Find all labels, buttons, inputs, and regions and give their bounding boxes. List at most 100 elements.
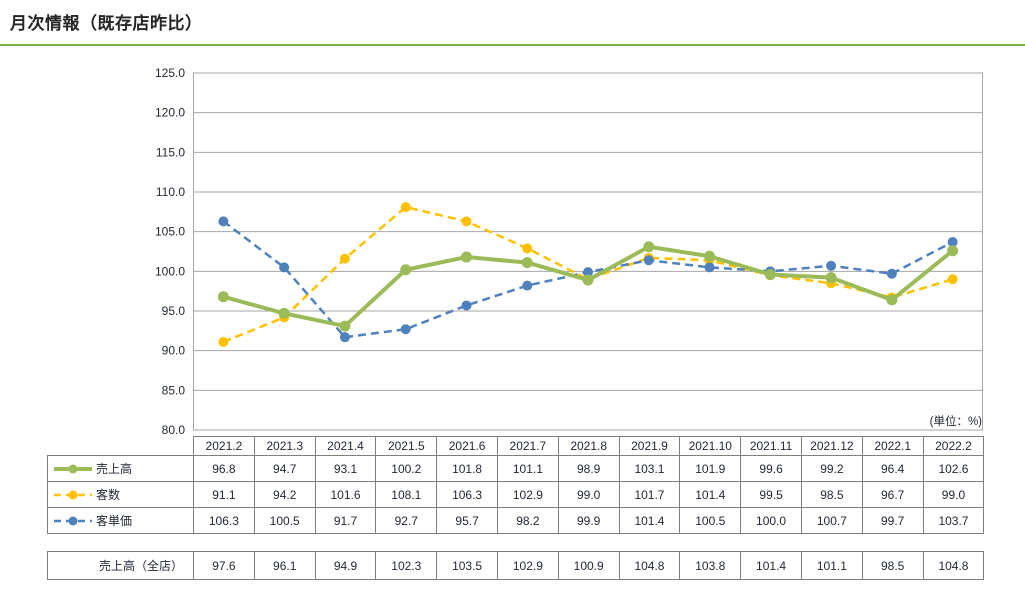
data-point-marker [704, 250, 716, 262]
legend-swatch-icon [54, 516, 92, 525]
y-axis-tick-label: 120.0 [155, 106, 185, 120]
value-cell: 98.5 [800, 481, 863, 508]
data-point-marker [217, 291, 229, 303]
value-cell: 100.0 [740, 507, 802, 534]
value-cell: 98.9 [557, 455, 620, 482]
value-cell: 99.9 [557, 507, 620, 534]
data-point-marker [400, 264, 412, 276]
value-cell: 94.2 [253, 481, 316, 508]
series-name: 客単価 [96, 514, 133, 528]
value-cell: 96.1 [253, 551, 316, 580]
table-corner-blank [48, 437, 194, 456]
allstore-row: 売上高（全店） 97.6 96.1 94.9 102.3 103.5 102.9 100.9 1… [47, 551, 985, 580]
value-cell: 103.7 [922, 507, 985, 534]
title-underline [0, 44, 1025, 46]
value-cell: 94.9 [314, 551, 377, 580]
value-cell: 101.4 [740, 551, 802, 580]
value-cell: 101.9 [679, 455, 742, 482]
month-header-cell: 2021.11 [740, 436, 802, 456]
value-cell: 100.5 [253, 507, 316, 534]
value-cell: 104.8 [922, 551, 985, 580]
value-cell: 102.3 [375, 551, 438, 580]
month-header-cell: 2021.9 [618, 436, 681, 456]
value-cell: 102.9 [496, 551, 559, 580]
data-point-marker [400, 202, 411, 213]
data-point-marker [947, 274, 958, 285]
value-cell: 100.9 [557, 551, 620, 580]
month-header-cell: 2021.10 [679, 436, 742, 456]
data-point-marker [461, 216, 472, 227]
series-row: 客単価 106.3 100.5 91.7 92.7 95.7 98.2 99.9 101.4 10… [47, 507, 985, 534]
value-cell: 97.6 [193, 551, 255, 580]
data-point-marker [461, 300, 472, 311]
data-point-marker [582, 274, 594, 286]
legend-swatch-icon [54, 464, 92, 473]
value-cell: 106.3 [193, 507, 255, 534]
value-cell: 94.7 [253, 455, 316, 482]
value-cell: 98.5 [861, 551, 924, 580]
value-cell: 91.7 [314, 507, 377, 534]
month-header-cell: 2021.2 [193, 436, 255, 456]
y-axis-tick-label: 95.0 [162, 304, 186, 318]
data-point-marker [764, 269, 776, 281]
data-point-marker [218, 216, 229, 227]
series-label-cell: 売上高 [47, 455, 194, 482]
y-axis-tick-label: 115.0 [156, 145, 185, 159]
value-cell: 92.7 [375, 507, 438, 534]
data-point-marker [886, 294, 898, 306]
line-chart: 80.0 85.0 90.0 95.0 100.0 105.0 110.0 115.0 120.… [155, 66, 983, 435]
data-point-marker [947, 245, 959, 257]
value-cell: 99.5 [740, 481, 802, 508]
value-cell: 98.2 [496, 507, 559, 534]
value-cell: 96.8 [193, 455, 255, 482]
data-point-marker [704, 262, 715, 273]
value-cell: 99.0 [557, 481, 620, 508]
data-point-marker [643, 255, 654, 266]
series-row: 売上高 96.8 94.7 93.1 100.2 101.8 101.1 98.9 103.1 1… [47, 455, 985, 482]
data-point-marker [947, 236, 958, 247]
value-cell: 102.9 [496, 481, 559, 508]
month-header-row: 2021.2 2021.3 2021.4 2021.5 2021.6 2021.7 2021… [48, 436, 985, 456]
data-point-marker [583, 267, 593, 278]
value-cell: 100.7 [800, 507, 863, 534]
series-name: 売上高 [96, 462, 133, 476]
monthly-data-table: 2021.2 2021.3 2021.4 2021.5 2021.6 2021.7 2021… [47, 436, 985, 534]
y-axis-tick-label: 85.0 [162, 383, 186, 397]
month-header-cell: 2021.12 [800, 436, 863, 456]
legend-swatch-icon [54, 490, 92, 499]
month-header-cell: 2022.1 [861, 436, 924, 456]
month-header-cell: 2021.4 [314, 436, 377, 456]
data-point-marker [339, 320, 351, 332]
series-line [222, 244, 954, 329]
value-cell: 101.1 [496, 455, 559, 482]
month-header-cell: 2022.2 [922, 436, 985, 456]
y-axis-tick-label: 105.0 [155, 225, 185, 239]
value-cell: 93.1 [314, 455, 377, 482]
data-point-marker [339, 253, 350, 264]
value-cell: 99.2 [800, 455, 863, 482]
value-cell: 103.8 [679, 551, 742, 580]
y-axis-tick-label: 110.0 [156, 185, 185, 199]
data-point-marker [521, 257, 533, 269]
series-label-cell: 客数 [47, 481, 194, 508]
data-point-marker [460, 251, 472, 263]
value-cell: 108.1 [375, 481, 438, 508]
value-cell: 99.7 [861, 507, 924, 534]
month-header-cell: 2021.8 [557, 436, 620, 456]
data-point-marker [218, 336, 229, 347]
month-header-cell: 2021.7 [496, 436, 559, 456]
y-axis-tick-label: 125.0 [155, 66, 185, 80]
page-title: 月次情報（既存店昨比） [10, 14, 203, 33]
data-point-marker [400, 324, 411, 335]
value-cell: 102.6 [922, 455, 985, 482]
data-point-marker [339, 332, 350, 343]
data-point-marker [643, 241, 655, 253]
value-cell: 101.8 [436, 455, 498, 482]
data-point-marker [826, 260, 837, 271]
data-point-marker [278, 307, 290, 319]
y-axis-tick-label: 80.0 [162, 423, 186, 435]
month-header-cell: 2021.3 [253, 436, 316, 456]
y-axis-tick-label: 100.0 [155, 264, 185, 278]
value-cell: 99.6 [740, 455, 802, 482]
data-point-marker [279, 262, 290, 273]
